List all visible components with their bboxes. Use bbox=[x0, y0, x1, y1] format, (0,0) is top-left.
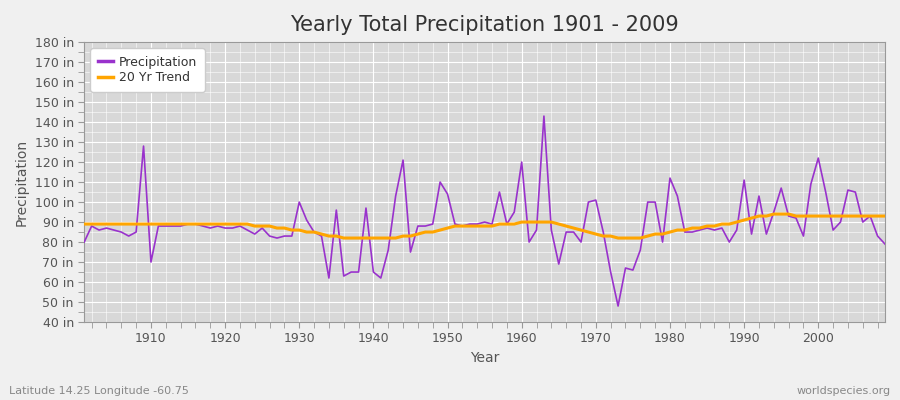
Precipitation bbox=[613, 304, 624, 308]
Y-axis label: Precipitation: Precipitation bbox=[15, 138, 29, 226]
Precipitation bbox=[138, 144, 148, 148]
20 Yr Trend bbox=[138, 222, 148, 226]
Title: Yearly Total Precipitation 1901 - 2009: Yearly Total Precipitation 1901 - 2009 bbox=[290, 15, 679, 35]
Precipitation bbox=[346, 270, 356, 274]
X-axis label: Year: Year bbox=[470, 351, 500, 365]
20 Yr Trend bbox=[879, 214, 890, 218]
20 Yr Trend bbox=[524, 220, 535, 224]
Precipitation bbox=[620, 266, 631, 270]
20 Yr Trend bbox=[338, 236, 349, 240]
20 Yr Trend bbox=[302, 230, 312, 234]
20 Yr Trend bbox=[79, 222, 90, 226]
Precipitation bbox=[508, 210, 519, 214]
Line: Precipitation: Precipitation bbox=[85, 116, 885, 306]
20 Yr Trend bbox=[353, 236, 364, 240]
20 Yr Trend bbox=[769, 212, 779, 216]
Precipitation bbox=[538, 114, 549, 118]
20 Yr Trend bbox=[613, 236, 624, 240]
20 Yr Trend bbox=[517, 220, 527, 224]
Text: Latitude 14.25 Longitude -60.75: Latitude 14.25 Longitude -60.75 bbox=[9, 386, 189, 396]
Line: 20 Yr Trend: 20 Yr Trend bbox=[85, 214, 885, 238]
Precipitation bbox=[302, 218, 312, 222]
Text: worldspecies.org: worldspecies.org bbox=[796, 386, 891, 396]
Precipitation bbox=[517, 160, 527, 164]
Precipitation bbox=[79, 240, 90, 244]
Precipitation bbox=[879, 242, 890, 246]
Legend: Precipitation, 20 Yr Trend: Precipitation, 20 Yr Trend bbox=[91, 48, 205, 92]
